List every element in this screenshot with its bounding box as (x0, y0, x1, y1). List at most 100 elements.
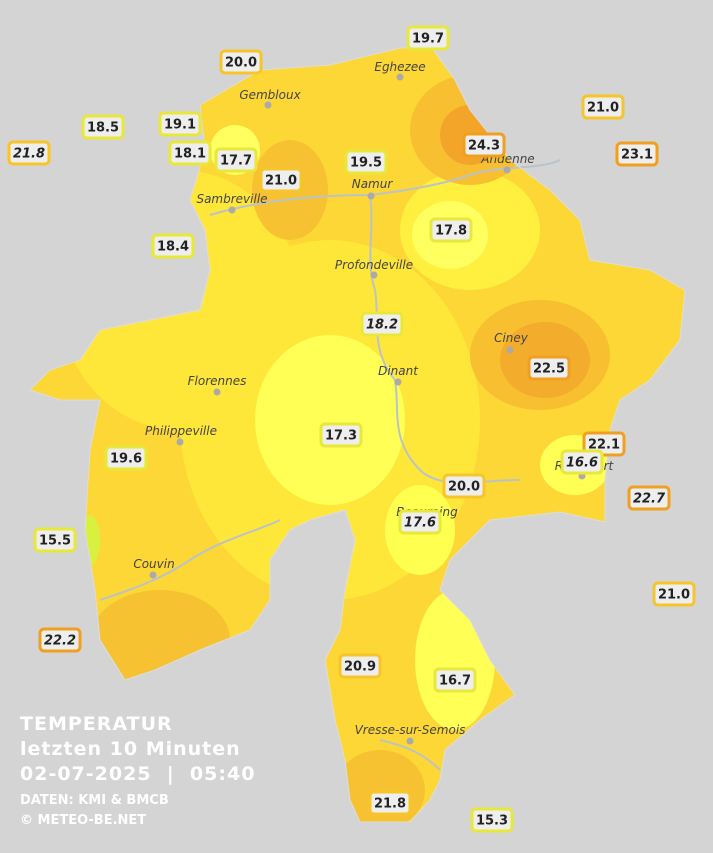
station-badge (344, 149, 388, 175)
station-badge (462, 132, 506, 158)
station-value: 19.5 (350, 156, 382, 171)
station: 19.5 (344, 149, 388, 175)
station: 16.6 (560, 449, 604, 475)
station-badge (398, 509, 442, 535)
station-value: 23.1 (621, 148, 653, 163)
source: DATEN: KMI & BMCB (20, 793, 169, 808)
subtitle: letzten 10 Minuten (20, 738, 241, 760)
station: 22.5 (527, 355, 571, 381)
station: 17.3 (319, 422, 363, 448)
station-badge (33, 527, 77, 553)
station: 21.8 (7, 140, 51, 166)
station-badge (433, 667, 477, 693)
station: 17.8 (429, 217, 473, 243)
town-label: Eghezee (374, 60, 425, 74)
station-value: 16.6 (566, 456, 598, 471)
town-label: Profondeville (335, 258, 413, 272)
station-value: 19.6 (110, 452, 142, 467)
station-value: 17.3 (325, 429, 357, 444)
station-badge (151, 233, 195, 259)
station-badge (104, 445, 148, 471)
station-badge (38, 627, 82, 653)
station-badge (560, 449, 604, 475)
station-value: 22.5 (533, 362, 565, 377)
station: 16.7 (433, 667, 477, 693)
station-value: 21.8 (13, 147, 45, 162)
station: 21.0 (581, 94, 625, 120)
station-value: 17.8 (435, 224, 467, 239)
station-badge (470, 807, 514, 833)
station-value: 21.0 (587, 101, 619, 116)
station: 20.0 (442, 473, 486, 499)
station-value: 22.1 (588, 438, 620, 453)
station-value: 18.2 (366, 318, 398, 333)
station: 19.7 (406, 25, 450, 51)
station-value: 15.5 (39, 534, 71, 549)
station: 15.3 (470, 807, 514, 833)
station-value: 22.2 (44, 634, 76, 649)
station: 21.8 (368, 790, 412, 816)
station-value: 18.4 (157, 240, 189, 255)
town-label: Dinant (378, 364, 419, 378)
station: 20.9 (338, 653, 382, 679)
station: 22.2 (38, 627, 82, 653)
station-badge (368, 790, 412, 816)
stations: 19.7 20.0 21.0 18.5 19.1 21.8 18.1 17.7 21.0 19.5… (7, 25, 696, 833)
station-badge (615, 141, 659, 167)
town-label: Philippeville (145, 424, 217, 438)
station-value: 21.8 (374, 797, 406, 812)
station-badge (406, 25, 450, 51)
station-value: 20.9 (344, 660, 376, 675)
station: 23.1 (615, 141, 659, 167)
datetime: 02-07-2025 | 05:40 (20, 763, 255, 785)
town-label: Sambreville (196, 192, 267, 206)
station-badge (652, 581, 696, 607)
station-value: 18.1 (174, 147, 206, 162)
station: 20.0 (219, 49, 263, 75)
town-label: Couvin (133, 557, 174, 571)
station: 21.0 (652, 581, 696, 607)
title: TEMPERATUR (20, 713, 173, 735)
station-badge (168, 140, 212, 166)
station: 18.2 (360, 311, 404, 337)
station: 17.6 (398, 509, 442, 535)
station: 24.3 (462, 132, 506, 158)
station-badge (338, 653, 382, 679)
title-block: TEMPERATUR letzten 10 Minuten 02-07-2025… (20, 713, 255, 828)
station: 15.5 (33, 527, 77, 553)
station: 21.0 (259, 167, 303, 193)
station-value: 24.3 (468, 139, 500, 154)
station-value: 22.7 (633, 492, 666, 507)
station-value: 16.7 (439, 674, 471, 689)
station-value: 15.3 (476, 814, 508, 829)
station: 18.4 (151, 233, 195, 259)
town-label: Gembloux (239, 88, 301, 102)
station-value: 17.7 (220, 154, 252, 169)
town-label: Ciney (494, 331, 529, 345)
town-label: Florennes (188, 374, 247, 388)
station-value: 19.7 (412, 32, 444, 47)
station-badge (158, 111, 202, 137)
station: 19.1 (158, 111, 202, 137)
station-badge (319, 422, 363, 448)
station-badge (429, 217, 473, 243)
town-label: Vresse-sur-Semois (355, 723, 466, 737)
station-badge (581, 94, 625, 120)
station-value: 20.0 (225, 56, 257, 71)
town-label: Namur (352, 177, 394, 191)
station: 18.5 (81, 114, 125, 140)
station: 19.6 (104, 445, 148, 471)
station-value: 17.6 (404, 516, 436, 531)
station: 18.1 (168, 140, 212, 166)
station-badge (527, 355, 571, 381)
station-badge (360, 311, 404, 337)
station-value: 19.1 (164, 118, 196, 133)
station-value: 20.0 (448, 480, 480, 495)
credit: © METEO-BE.NET (20, 813, 146, 828)
station-badge (442, 473, 486, 499)
station: 22.7 (627, 485, 671, 511)
station-badge (259, 167, 303, 193)
station-badge (214, 147, 258, 173)
towns: Eghezee Gembloux Andenne Namur Sambrevil… (133, 60, 615, 745)
